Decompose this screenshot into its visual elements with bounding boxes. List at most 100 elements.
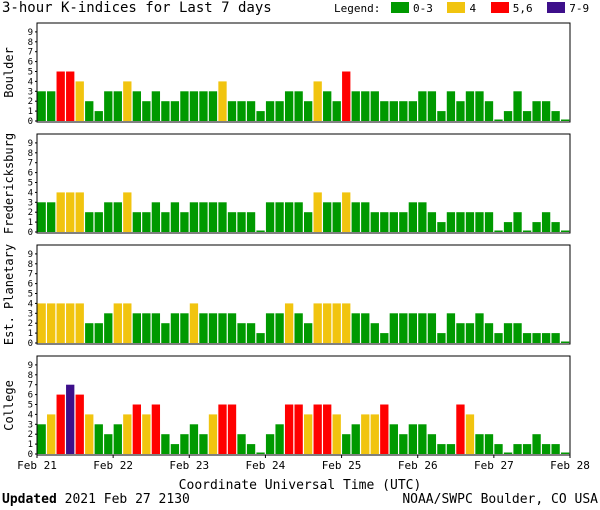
kindex-bar <box>37 202 46 232</box>
kindex-bar <box>437 111 446 121</box>
y-tick-label: 3 <box>28 420 33 430</box>
y-tick-label: 2 <box>28 208 33 218</box>
kindex-bar <box>47 202 56 232</box>
kindex-bar <box>380 333 389 343</box>
kindex-bar <box>151 91 161 121</box>
kindex-bar <box>332 202 341 232</box>
x-tick-label: Feb 21 <box>17 459 57 472</box>
kindex-bar <box>47 303 56 343</box>
kindex-bar <box>361 313 370 343</box>
kindex-bar <box>465 91 475 121</box>
kindex-bar <box>418 91 427 121</box>
kindex-bar <box>170 313 180 343</box>
kindex-bar <box>265 313 275 343</box>
y-tick-label: 4 <box>28 188 33 198</box>
y-tick-label: 3 <box>28 87 33 97</box>
kindex-bar <box>66 303 75 343</box>
legend-item-label: 4 <box>469 2 477 15</box>
kindex-bar <box>304 101 313 121</box>
kindex-bar <box>256 333 265 343</box>
kindex-bar <box>56 303 65 343</box>
kindex-bar <box>323 202 332 232</box>
kindex-bar <box>208 91 218 121</box>
kindex-bar <box>47 91 56 121</box>
y-tick-label: 4 <box>28 77 33 87</box>
kindex-bar <box>408 424 418 454</box>
kindex-bar <box>199 91 208 121</box>
legend-item-4: 4 <box>447 2 476 15</box>
kindex-bar <box>513 212 522 232</box>
x-tick-label: Feb 26 <box>398 459 438 472</box>
kindex-bar <box>56 394 65 454</box>
x-tick-label: Feb 28 <box>550 459 590 472</box>
kindex-bar <box>370 91 379 121</box>
panel-label: Est. Planetary <box>2 244 16 345</box>
kindex-bar <box>227 404 237 454</box>
kindex-bar <box>389 424 398 454</box>
kindex-bar <box>189 202 199 232</box>
x-tick-label: Feb 27 <box>474 459 514 472</box>
x-tick-label: Feb 24 <box>246 459 286 472</box>
panel-label: College <box>2 380 16 431</box>
kindex-bar <box>437 222 446 232</box>
kindex-bar <box>503 452 513 454</box>
kindex-bar <box>85 414 94 454</box>
kindex-bar <box>151 404 161 454</box>
kindex-bar <box>161 101 170 121</box>
kindex-bar <box>227 313 237 343</box>
kindex-bar <box>541 212 551 232</box>
kindex-bar <box>532 222 541 232</box>
kindex-bar <box>227 212 237 232</box>
kindex-bar <box>522 444 532 454</box>
kindex-bar <box>199 313 208 343</box>
y-tick-label: 7 <box>28 381 33 391</box>
kindex-bar <box>256 230 265 232</box>
kindex-bar <box>418 313 427 343</box>
kindex-bar <box>170 101 180 121</box>
kindex-bar <box>418 202 427 232</box>
kindex-bar <box>142 212 151 232</box>
y-tick-label: 1 <box>28 440 33 450</box>
k-index-chart: 0123456789Boulder0123456789Fredericksbur… <box>2 22 590 472</box>
kindex-bar <box>142 313 151 343</box>
kindex-bar <box>104 434 113 454</box>
kindex-bar <box>37 424 46 454</box>
kindex-bar <box>475 313 484 343</box>
y-tick-label: 6 <box>28 58 33 68</box>
y-tick-label: 6 <box>28 391 33 401</box>
kindex-bar <box>85 323 94 343</box>
y-tick-label: 0 <box>28 117 33 127</box>
kindex-bar <box>342 434 351 454</box>
kindex-bar <box>237 212 246 232</box>
chart-title: 3-hour K-indices for Last 7 days <box>2 0 272 16</box>
kindex-bar <box>399 212 408 232</box>
kindex-bar <box>323 404 332 454</box>
kindex-bar <box>180 212 189 232</box>
kindex-bar <box>456 404 465 454</box>
kindex-bar <box>132 212 141 232</box>
kindex-bar <box>532 434 541 454</box>
kindex-bar <box>284 303 294 343</box>
kindex-bar <box>427 91 437 121</box>
kindex-bar <box>465 414 475 454</box>
kindex-bar <box>294 91 303 121</box>
kindex-bar <box>294 313 303 343</box>
updated-label: Updated <box>2 492 57 507</box>
kindex-bar <box>389 212 398 232</box>
kindex-bar <box>265 101 275 121</box>
y-tick-label: 5 <box>28 68 33 78</box>
kindex-bar <box>113 202 122 232</box>
y-tick-label: 8 <box>28 260 33 270</box>
y-tick-label: 9 <box>28 361 33 371</box>
y-tick-label: 2 <box>28 430 33 440</box>
kindex-bar <box>503 111 513 121</box>
legend-item-label: 0-3 <box>412 2 433 15</box>
y-tick-label: 0 <box>28 450 33 460</box>
y-tick-label: 4 <box>28 299 33 309</box>
kindex-bar <box>256 111 265 121</box>
legend-swatch-green <box>390 2 409 13</box>
y-tick-label: 6 <box>28 280 33 290</box>
kindex-bar <box>208 414 218 454</box>
kindex-bar <box>532 333 541 343</box>
kindex-bar <box>551 444 560 454</box>
